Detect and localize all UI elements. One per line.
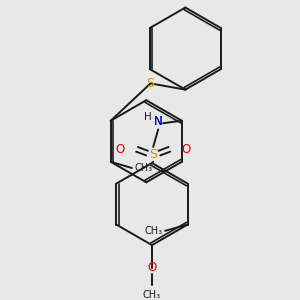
Text: S: S	[149, 148, 157, 161]
Text: N: N	[154, 116, 163, 128]
Text: CH₃: CH₃	[145, 226, 163, 236]
Text: CH₃: CH₃	[134, 163, 152, 173]
Text: O: O	[182, 143, 191, 156]
Text: N: N	[154, 116, 163, 128]
Text: H: H	[144, 112, 152, 122]
Text: S: S	[146, 77, 154, 90]
Text: CH₃: CH₃	[143, 290, 161, 300]
Text: O: O	[115, 143, 124, 156]
Text: O: O	[147, 261, 157, 274]
